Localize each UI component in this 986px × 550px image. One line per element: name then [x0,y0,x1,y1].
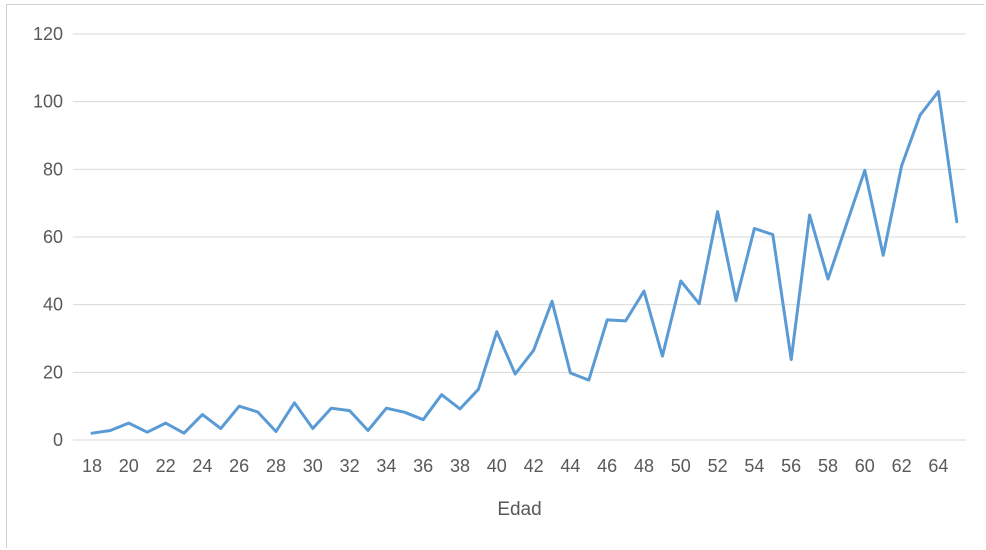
x-tick-label: 36 [413,456,433,476]
x-tick-label: 62 [892,456,912,476]
x-tick-label: 40 [487,456,507,476]
x-tick-label: 60 [855,456,875,476]
x-tick-label: 56 [781,456,801,476]
y-tick-label: 0 [53,430,63,450]
y-axis-ticks: 0 20 40 60 80 100 120 [33,24,63,450]
x-tick-label: 38 [450,456,470,476]
x-tick-label: 42 [524,456,544,476]
x-tick-label: 46 [597,456,617,476]
x-axis-ticks: 18 20 22 24 26 28 30 32 34 36 38 40 42 44 46 48 50 52 54 56… [82,456,948,476]
y-tick-label: 40 [43,295,63,315]
x-tick-label: 34 [376,456,396,476]
series-layer [90,90,959,435]
x-tick-label: 30 [303,456,323,476]
y-tick-label: 100 [33,92,63,112]
chart-frame [6,4,984,548]
x-axis-title: Edad [497,499,541,520]
x-tick-label: 64 [928,456,948,476]
x-tick-label: 32 [340,456,360,476]
x-tick-label: 58 [818,456,838,476]
gridlines [73,33,966,441]
x-tick-label: 18 [82,456,102,476]
y-tick-label: 80 [43,159,63,179]
x-tick-label: 24 [192,456,212,476]
x-tick-label: 54 [744,456,764,476]
x-tick-label: 28 [266,456,286,476]
x-tick-label: 52 [708,456,728,476]
x-tick-label: 26 [229,456,249,476]
y-tick-label: 120 [33,24,63,44]
x-tick-label: 48 [634,456,654,476]
x-tick-label: 44 [560,456,580,476]
x-tick-label: 50 [671,456,691,476]
series-line [90,90,959,435]
x-tick-label: 22 [156,456,176,476]
x-tick-label: 20 [119,456,139,476]
y-tick-label: 20 [43,362,63,382]
y-tick-label: 60 [43,227,63,247]
